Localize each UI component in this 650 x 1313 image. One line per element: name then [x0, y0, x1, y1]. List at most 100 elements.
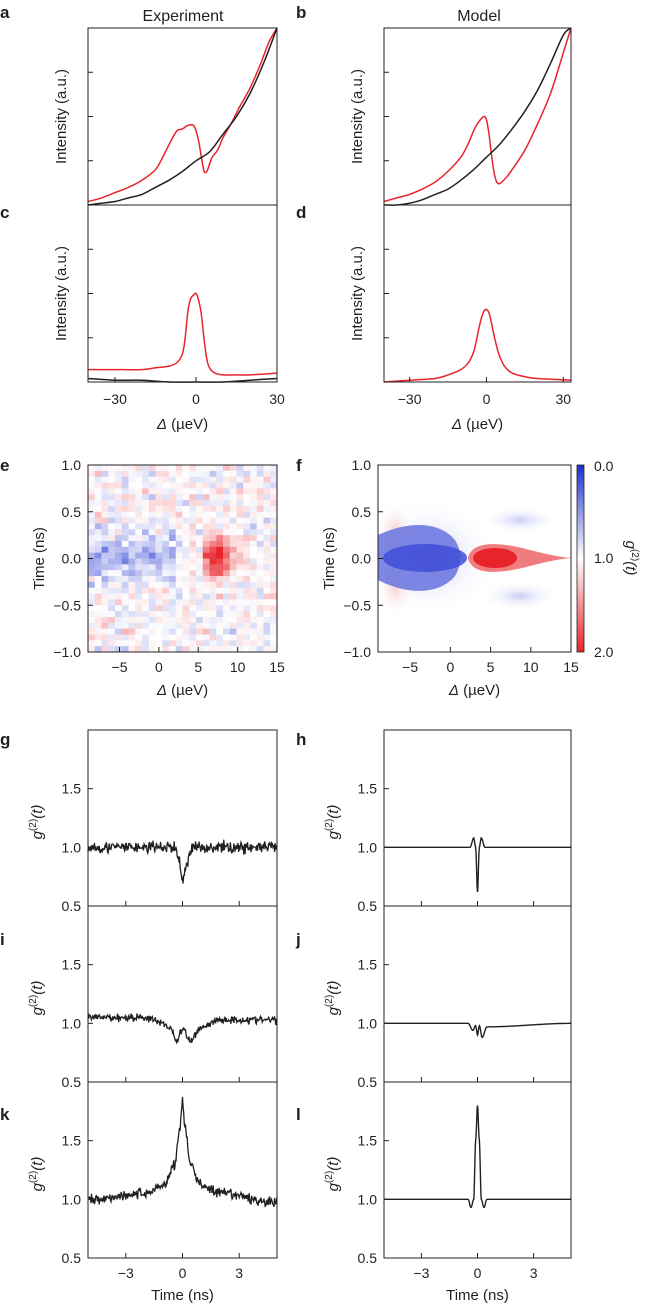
heatmap-e-cell	[142, 523, 150, 530]
heatmap-e-cell	[182, 552, 190, 559]
heatmap-e-cell	[250, 576, 258, 583]
heatmap-e-cell	[182, 517, 190, 524]
panel-k-xtick-label-1: 0	[179, 1265, 187, 1281]
heatmap-e-cell	[121, 482, 129, 489]
heatmap-e-cell	[115, 482, 123, 489]
panel-g-ytick-label-2: 1.5	[62, 781, 82, 797]
heatmap-e-cell	[94, 476, 102, 483]
heatmap-e-cell	[142, 564, 150, 571]
heatmap-e-cell	[108, 616, 116, 624]
heatmap-e-cell	[94, 529, 102, 536]
heatmap-e-cell	[202, 564, 210, 571]
heatmap-e-cell	[223, 482, 231, 489]
heatmap-e-cell	[250, 646, 258, 652]
heatmap-e-cell	[263, 465, 271, 472]
heatmap-e-cell	[196, 581, 204, 589]
heatmap-e-cell	[162, 465, 170, 472]
heatmap-e-cell	[101, 570, 109, 577]
heatmap-e-cell	[88, 599, 96, 606]
heatmap-e-cell	[196, 564, 204, 571]
heatmap-e-cell	[243, 564, 251, 571]
heatmap-e-cell	[162, 599, 170, 606]
heatmap-e-cell	[250, 482, 258, 489]
heatmap-e-cell	[101, 587, 109, 594]
heatmap-e-cell	[229, 517, 237, 524]
heatmap-e-cell	[243, 593, 251, 600]
heatmap-e-cell	[209, 552, 217, 559]
heatmap-e-cell	[216, 622, 224, 630]
heatmap-e-cell	[108, 552, 116, 559]
heatmap-e-cell	[209, 628, 217, 635]
heatmap-e-cell	[270, 616, 277, 624]
heatmap-e-cell	[101, 558, 109, 565]
heatmap-e-cell	[142, 593, 150, 600]
heatmap-e-cell	[121, 634, 129, 641]
heatmap-e-cell	[148, 511, 156, 518]
heatmap-e-cell	[148, 488, 156, 495]
heatmap-e-cell	[128, 587, 136, 594]
heatmap-e-cell	[216, 605, 224, 612]
heatmap-e-cell	[243, 511, 251, 518]
panel-b-series-background	[383, 27, 572, 206]
heatmap-e-cell	[209, 581, 217, 589]
heatmap-e-cell	[263, 611, 271, 618]
heatmap-e-cell	[263, 587, 271, 594]
heatmap-e-cell	[155, 581, 163, 589]
heatmap-e-cell	[101, 616, 109, 624]
panel-f-ytick-label-2: 0.0	[352, 551, 372, 567]
panel-e-ytick-label-1: −0.5	[53, 597, 81, 613]
heatmap-e-cell	[243, 570, 251, 577]
heatmap-e-cell	[101, 599, 109, 606]
heatmap-e-cell	[88, 488, 96, 495]
heatmap-e-cell	[108, 587, 116, 594]
heatmap-e-cell	[196, 500, 204, 507]
heatmap-e-cell	[175, 552, 183, 559]
heatmap-e-cell	[94, 500, 102, 507]
heatmap-e-cell	[182, 593, 190, 600]
heatmap-e-cell	[121, 640, 129, 647]
panel-label-e: e	[0, 456, 9, 475]
heatmap-e-cell	[128, 546, 136, 554]
heatmap-e-cell	[182, 599, 190, 606]
heatmap-e-cell	[142, 494, 150, 501]
heatmap-e-cell	[155, 482, 163, 489]
heatmap-e-cell	[270, 511, 277, 518]
heatmap-e-cell	[236, 505, 244, 513]
heatmap-e-cell	[202, 505, 210, 513]
heatmap-e-cell	[108, 640, 116, 647]
heatmap-e-cell	[256, 511, 264, 518]
heatmap-e-cell	[229, 470, 237, 478]
heatmap-e-cell	[135, 552, 143, 559]
panel-d-xtick-label-0: −30	[398, 391, 422, 407]
heatmap-e-cell	[135, 476, 143, 483]
heatmap-e-cell	[182, 581, 190, 589]
heatmap-e-cell	[88, 535, 96, 542]
heatmap-e-cell	[243, 611, 251, 618]
heatmap-e-cell	[148, 593, 156, 600]
heatmap-e-cell	[196, 616, 204, 624]
heatmap-e-cell	[121, 523, 129, 530]
heatmap-e-cell	[263, 517, 271, 524]
heatmap-e-cell	[169, 599, 177, 606]
heatmap-e-cell	[270, 470, 277, 478]
heatmap-e-cell	[142, 517, 150, 524]
heatmap-e-cell	[175, 564, 183, 571]
heatmap-e-cell	[108, 494, 116, 501]
heatmap-e-cell	[115, 616, 123, 624]
heatmap-e-cell	[223, 465, 231, 472]
heatmap-e-cell	[115, 581, 123, 589]
heatmap-e-cell	[101, 494, 109, 501]
heatmap-e-cell	[142, 605, 150, 612]
heatmap-e-cell	[162, 622, 170, 630]
heatmap-e-cell	[256, 482, 264, 489]
panel-a-series-background	[87, 27, 278, 206]
heatmap-e-cell	[189, 494, 197, 501]
heatmap-e-cell	[250, 634, 258, 641]
heatmap-e-cell	[135, 494, 143, 501]
heatmap-e-cell	[216, 500, 224, 507]
heatmap-e-cell	[263, 511, 271, 518]
heatmap-e-cell	[236, 500, 244, 507]
heatmap-e-cell	[162, 511, 170, 518]
heatmap-e-cell	[94, 576, 102, 583]
heatmap-e-cell	[175, 576, 183, 583]
